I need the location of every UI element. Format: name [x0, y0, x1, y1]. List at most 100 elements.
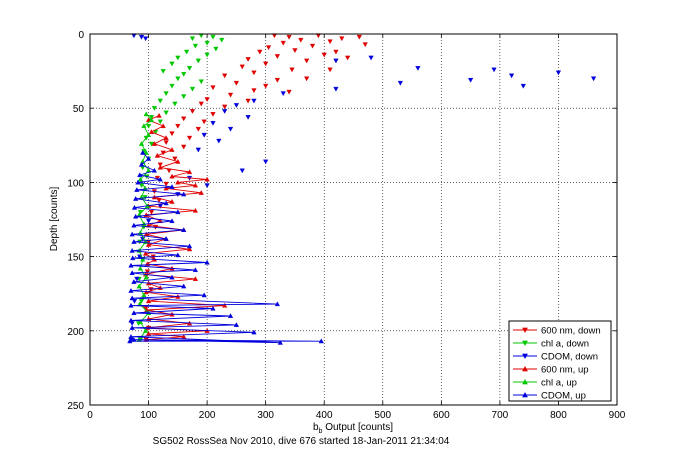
- data-point: [204, 259, 210, 265]
- data-point: [136, 283, 142, 289]
- data-point: [198, 190, 204, 195]
- data-point: [128, 288, 134, 293]
- data-point: [143, 274, 149, 280]
- legend-entry: CDOM, down: [541, 352, 598, 363]
- data-point: [590, 76, 597, 82]
- data-point: [169, 218, 175, 224]
- data-point: [140, 256, 146, 262]
- legend-marker: [522, 391, 528, 398]
- x-tick-label: 200: [199, 410, 216, 421]
- data-point: [175, 123, 181, 129]
- data-point: [140, 150, 146, 155]
- legend-marker: [522, 353, 528, 360]
- data-point: [142, 36, 149, 42]
- data-point: [304, 58, 310, 64]
- data-point: [131, 279, 137, 284]
- data-point: [298, 37, 304, 43]
- data-point: [189, 109, 196, 114]
- data-point: [163, 181, 169, 187]
- x-tick-label: 0: [87, 410, 93, 421]
- data-point: [277, 339, 283, 345]
- data-point: [129, 270, 135, 275]
- data-point: [239, 168, 245, 174]
- y-tick-label: 0: [78, 30, 84, 41]
- data-point: [175, 209, 181, 215]
- legend-entry: CDOM, up: [541, 391, 586, 402]
- data-point: [186, 66, 193, 71]
- data-point: [141, 292, 147, 298]
- data-point: [192, 267, 199, 272]
- data-point: [204, 52, 210, 58]
- data-point: [131, 222, 137, 228]
- x-axis-label-rest: Output [counts]: [322, 422, 393, 433]
- data-point: [280, 40, 286, 46]
- data-point: [362, 42, 368, 48]
- data-point: [169, 147, 175, 152]
- legend-box: [508, 320, 612, 402]
- data-point: [257, 49, 263, 55]
- data-point: [172, 156, 178, 162]
- data-point: [128, 317, 134, 323]
- data-point: [128, 334, 134, 339]
- data-point: [157, 98, 163, 104]
- data-point: [151, 167, 158, 173]
- data-point: [415, 66, 421, 71]
- data-point: [142, 250, 149, 256]
- x-tick-label: 500: [374, 410, 391, 421]
- data-point: [274, 54, 281, 59]
- data-point: [333, 86, 339, 92]
- data-point: [160, 69, 166, 74]
- data-point: [233, 103, 240, 108]
- data-point: [169, 184, 175, 189]
- data-point: [183, 49, 190, 55]
- data-point: [233, 322, 240, 327]
- data-point: [128, 302, 134, 308]
- data-point: [210, 305, 216, 311]
- data-point: [157, 164, 163, 170]
- data-point: [245, 57, 251, 62]
- data-point: [274, 77, 281, 83]
- data-point: [138, 141, 145, 146]
- legend-entry: chl a, down: [541, 339, 589, 350]
- data-point: [163, 110, 169, 116]
- data-point: [292, 48, 298, 54]
- data-point: [333, 58, 339, 64]
- data-point: [163, 135, 169, 140]
- data-point: [133, 213, 139, 219]
- data-point: [204, 176, 210, 182]
- data-point: [157, 176, 163, 182]
- data-point: [186, 243, 193, 249]
- data-point: [175, 55, 181, 61]
- data-point: [169, 131, 175, 137]
- data-point: [131, 299, 138, 304]
- data-point: [239, 64, 245, 70]
- data-point: [219, 37, 225, 43]
- data-point: [160, 123, 166, 129]
- data-point: [216, 138, 222, 144]
- data-point: [181, 72, 187, 77]
- data-point: [175, 76, 181, 82]
- y-tick-label: 50: [73, 104, 85, 115]
- data-point: [163, 91, 169, 97]
- data-point: [368, 55, 374, 61]
- data-point: [138, 34, 145, 40]
- data-point: [195, 147, 201, 153]
- data-point: [286, 89, 292, 95]
- data-point: [148, 129, 155, 134]
- data-point: [491, 67, 497, 73]
- legend: 600 nm, down chl a, down CDOM, down 600 nm,…: [508, 320, 612, 402]
- data-point: [222, 104, 228, 110]
- data-point: [135, 179, 141, 185]
- data-point: [280, 91, 286, 97]
- data-point: [137, 176, 143, 182]
- data-point: [134, 276, 140, 282]
- data-point: [175, 158, 181, 164]
- data-point: [148, 141, 155, 147]
- x-tick-label: 700: [492, 410, 509, 421]
- data-point: [154, 152, 160, 158]
- data-point: [210, 85, 216, 91]
- data-point: [163, 236, 169, 241]
- data-point: [151, 106, 158, 111]
- legend-entry: 600 nm, up: [541, 365, 589, 376]
- legend-marker: [522, 340, 528, 347]
